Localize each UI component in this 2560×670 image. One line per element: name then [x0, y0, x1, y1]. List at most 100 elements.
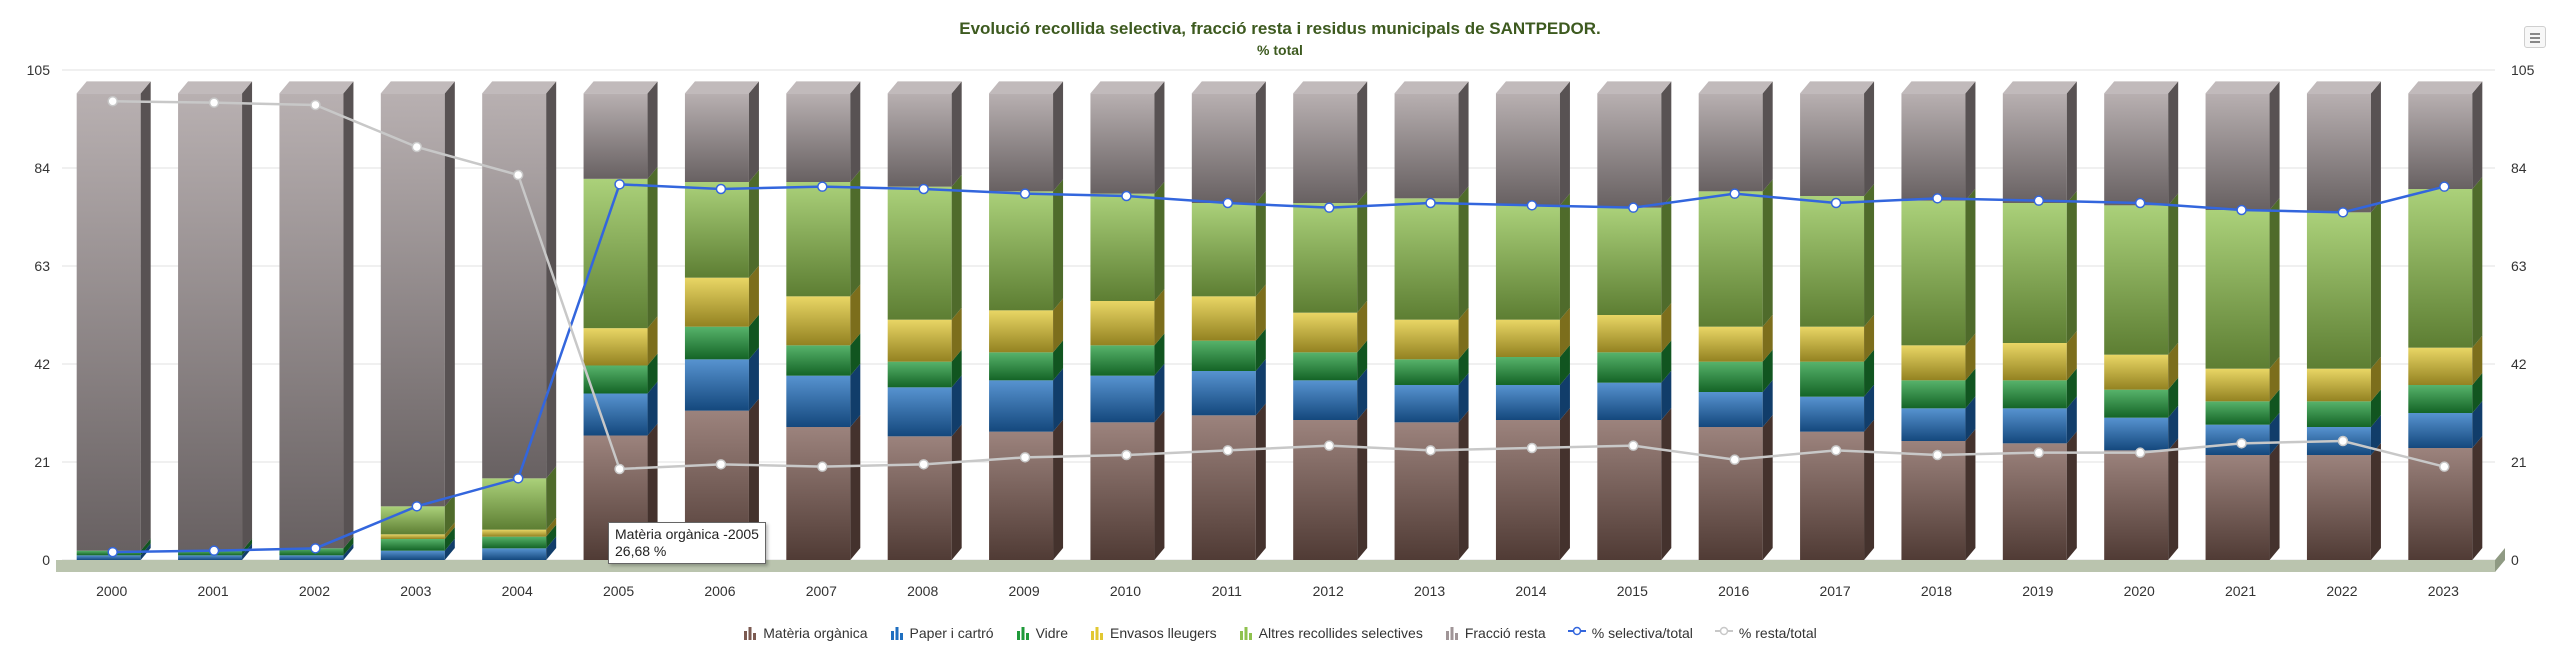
bar-segment	[1191, 340, 1256, 371]
bar-segment	[1495, 420, 1560, 560]
line-point	[2439, 461, 2450, 472]
bar-segment-side	[2269, 443, 2280, 560]
bar-segment	[1597, 352, 1662, 383]
bar-segment	[2205, 455, 2270, 560]
bar-segment-side	[1357, 340, 1368, 381]
tooltip: Matèria orgànica -2005 26,68 %	[608, 522, 766, 564]
bar-segment-side	[2066, 368, 2077, 409]
line-point	[614, 179, 625, 190]
bar-segment-side	[2066, 396, 2077, 444]
bar-segment	[279, 548, 344, 556]
line-point	[1121, 190, 1132, 202]
bar-segment	[1394, 93, 1459, 199]
legend-bar-icon	[1239, 626, 1253, 640]
x-tick-label: 2014	[1515, 583, 1546, 599]
bar-segment	[2306, 368, 2371, 402]
bar-segment-side	[343, 536, 354, 556]
x-tick-label: 2005	[603, 583, 634, 599]
bar-segment	[2002, 443, 2067, 560]
legend-label: Paper i cartró	[909, 624, 994, 641]
x-tick-label: 2015	[1617, 583, 1648, 599]
line-point	[1729, 188, 1740, 199]
line-point	[1932, 449, 1943, 461]
bar-segment	[2205, 368, 2270, 402]
bar-segment-side	[2269, 198, 2280, 369]
bar-segment-side	[1661, 195, 1672, 315]
bar-segment-side	[546, 517, 557, 537]
bar-segment	[1597, 420, 1662, 560]
legend-bar-icon	[1445, 626, 1459, 640]
legend-item[interactable]: Envasos lleugers	[1090, 624, 1217, 641]
bar-segment	[1495, 93, 1560, 206]
bar-segment-side	[2370, 81, 2381, 213]
bar-segment-side	[1458, 410, 1469, 560]
tooltip-line-1: Matèria orgànica -2005	[615, 526, 759, 542]
line-point	[1526, 442, 1538, 454]
y-tick-label-left: 42	[34, 356, 50, 372]
bar-segment-side	[2370, 389, 2381, 427]
line-point	[411, 501, 423, 512]
bar-segment-side	[444, 494, 455, 535]
x-tick-label: 2002	[299, 583, 330, 599]
x-tick-label: 2019	[2022, 583, 2053, 599]
bar-segment	[2306, 212, 2371, 369]
chart-menu-button[interactable]	[2524, 26, 2546, 48]
bar-segment-side	[1255, 403, 1266, 560]
legend-item[interactable]: Fracció resta	[1445, 624, 1546, 641]
line-point	[614, 463, 625, 475]
line-point	[2337, 435, 2349, 447]
bar-segment-side	[1154, 410, 1165, 560]
bar-segment-side	[2472, 401, 2483, 448]
legend-item[interactable]: Altres recollides selectives	[1239, 624, 1423, 641]
bar-segment	[1698, 191, 1763, 327]
line-point	[2236, 438, 2247, 449]
legend-label: Fracció resta	[1464, 624, 1546, 641]
bar-segment	[1698, 392, 1763, 427]
bar-segment	[887, 93, 952, 187]
bar-segment	[2205, 401, 2270, 425]
bar-segment-side	[1053, 419, 1064, 560]
chart-floor-side	[2495, 548, 2505, 572]
bar-segment	[684, 182, 749, 278]
line-point	[107, 546, 118, 558]
bar-segment	[1090, 375, 1155, 423]
bar-segment-side	[2472, 177, 2483, 348]
legend-item[interactable]: % selectiva/total	[1567, 624, 1693, 641]
bar-segment	[380, 506, 445, 535]
bar-segment-side	[748, 81, 759, 182]
bar-segment-side	[748, 314, 759, 360]
legend-bar-icon	[743, 626, 757, 640]
bar-top-face	[684, 81, 759, 94]
bar-segment-side	[444, 527, 455, 551]
bar-segment-side	[951, 307, 962, 362]
bar-segment	[2002, 343, 2067, 381]
bar-segment	[1293, 420, 1358, 560]
bar-segment	[1901, 200, 1966, 346]
bar-segment-side	[748, 265, 759, 327]
y-tick-label-right: 21	[2511, 454, 2527, 470]
bar-segment	[1698, 93, 1763, 192]
bar-segment	[1698, 361, 1763, 392]
chart-floor-front	[56, 560, 2495, 572]
bar-segment	[989, 93, 1054, 192]
line-point	[1121, 449, 1132, 461]
bar-segment-side	[1965, 429, 1976, 560]
bar-segment	[989, 380, 1054, 432]
bar-segment-side	[546, 524, 557, 549]
legend-item[interactable]: Vidre	[1016, 624, 1068, 641]
x-tick-label: 2004	[502, 583, 533, 599]
bar-segment	[2205, 210, 2270, 369]
legend-item[interactable]: % resta/total	[1714, 624, 1817, 641]
legend-item[interactable]: Matèria orgànica	[743, 624, 868, 641]
bar-segment	[1597, 93, 1662, 208]
bar-segment-side	[2370, 415, 2381, 455]
bar-segment-side	[1762, 179, 1773, 327]
legend-item[interactable]: Paper i cartró	[890, 624, 994, 641]
bar-segment	[2104, 417, 2169, 451]
line-point	[1932, 193, 1943, 204]
bar-segment-side	[1661, 303, 1672, 353]
x-tick-label: 2022	[2326, 583, 2357, 599]
bar-segment-side	[242, 543, 253, 560]
bar-segment-side	[2269, 356, 2280, 402]
bar-segment	[684, 326, 749, 360]
